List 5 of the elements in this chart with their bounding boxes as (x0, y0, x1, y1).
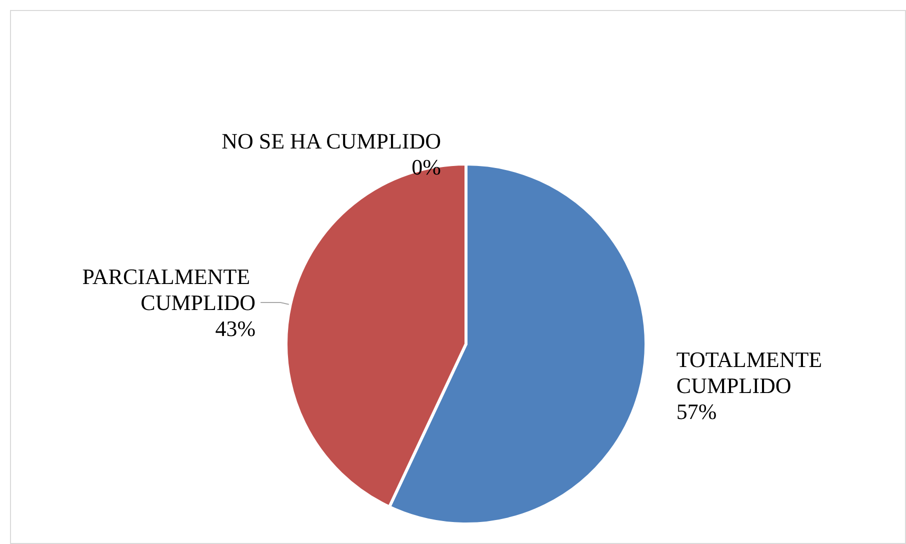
data-label: 43% (215, 316, 256, 342)
data-label: 57% (676, 398, 717, 424)
slice-label: PARCIALMENTE CUMPLIDO (82, 264, 256, 316)
category-label: NO SE HA CUMPLIDO (222, 128, 441, 154)
slice-label: TOTALMENTE CUMPLIDO (676, 346, 828, 398)
